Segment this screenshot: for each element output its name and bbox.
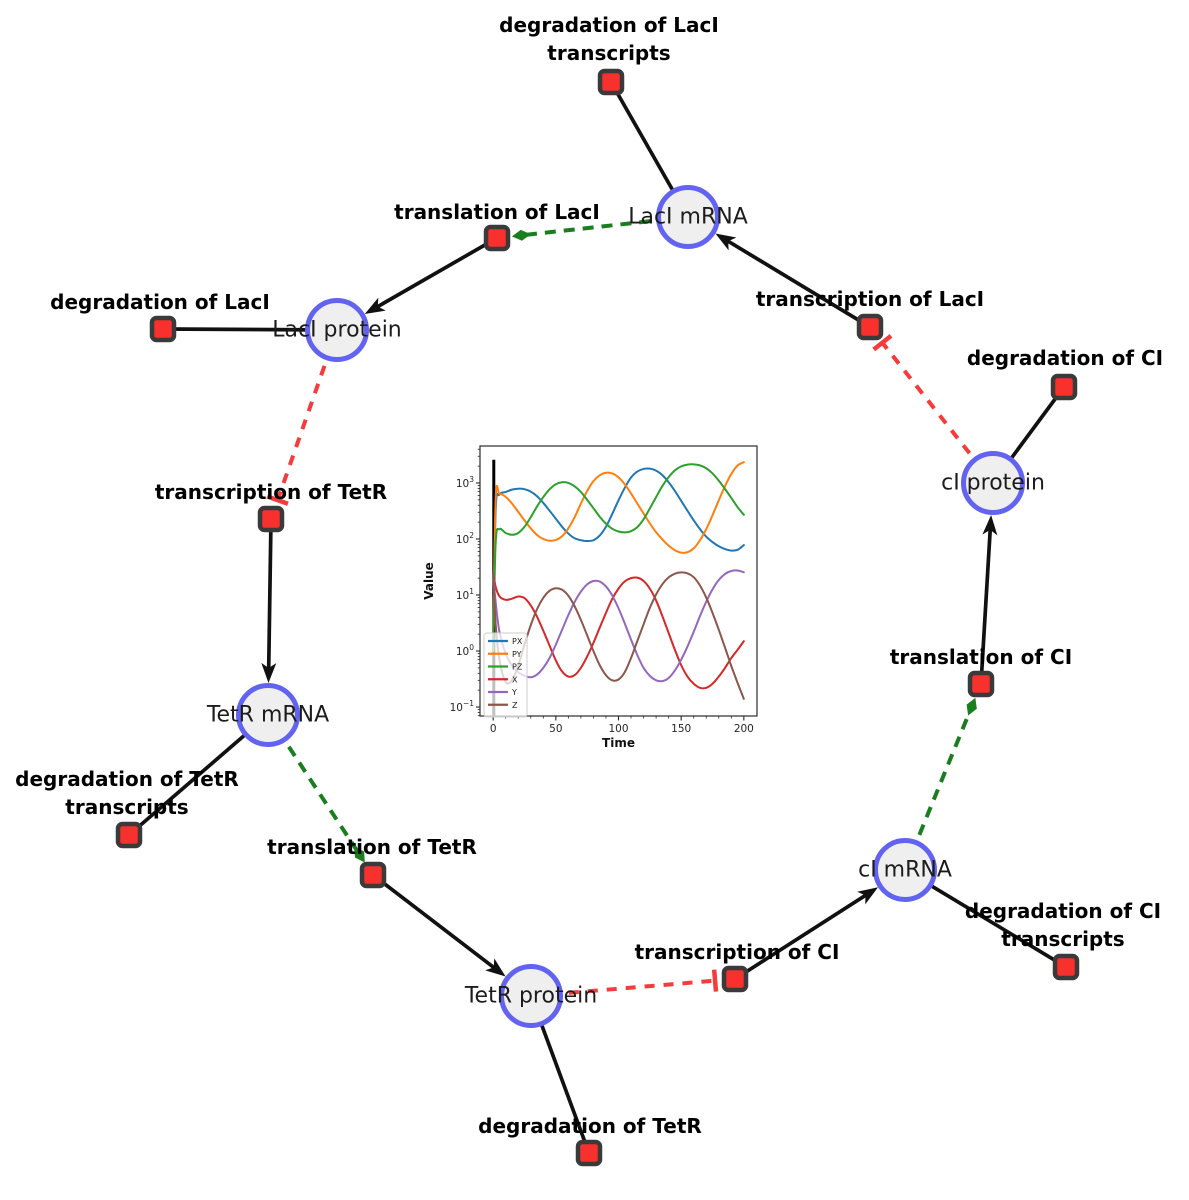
inhibition-tbar-icon — [872, 334, 893, 352]
series-X — [492, 571, 745, 690]
series-PZ — [492, 463, 745, 653]
reaction-node-deg-laci-transcripts — [597, 68, 625, 96]
reaction-node-deg-ci-transcripts — [1052, 953, 1080, 981]
species-label-ci-protein: cI protein — [941, 471, 1045, 496]
chart-frame — [479, 445, 758, 717]
species-node-tetr-protein — [499, 964, 563, 1028]
reaction-node-deg-laci — [149, 315, 177, 343]
species-node-ci-mrna — [873, 838, 937, 902]
activation-arrowhead-icon — [511, 229, 531, 241]
species-label-laci-protein: LacI protein — [272, 318, 402, 343]
edge-translation-ci-ci-protein — [979, 514, 998, 685]
y-tick-label: 100 — [456, 643, 474, 658]
arrowhead-icon — [982, 514, 998, 536]
y-tick-label: 10−1 — [450, 699, 475, 714]
y-tick-label: 103 — [456, 475, 474, 490]
reaction-label-deg-laci: degradation of LacI — [50, 290, 270, 314]
inhibition-tbar-icon — [711, 969, 719, 992]
inset-chart: 0 50 100 150 20010−1100101102103TimeValuePXP… — [422, 445, 758, 750]
reaction-label-deg-laci-transcripts: degradation of LacI — [499, 13, 719, 37]
reaction-label-deg-tetr-transcripts: degradation of TetR — [15, 767, 239, 791]
reaction-node-deg-tetr-transcripts — [115, 821, 143, 849]
labels: degradation of LacI transcripts translatio… — [15, 13, 1163, 1138]
species-nodes — [236, 185, 1025, 1028]
legend-label-X: X — [512, 675, 518, 684]
reaction-label-translation-tetr: translation of TetR — [267, 835, 477, 859]
species-label-ci-mrna: cI mRNA — [858, 858, 952, 883]
arrowhead-icon — [857, 887, 879, 905]
reaction-label-deg-ci: degradation of CI — [967, 346, 1163, 370]
reaction-node-transcription-tetr — [257, 505, 285, 533]
reaction-node-translation-tetr — [359, 861, 387, 889]
x-tick-label: 150 — [671, 723, 691, 735]
reaction-node-translation-laci — [483, 224, 511, 252]
legend-label-PY: PY — [512, 650, 522, 659]
species-node-ci-protein — [961, 451, 1025, 515]
arrowhead-icon — [261, 662, 277, 683]
arrowhead-icon — [485, 958, 506, 977]
edge-ci-protein-transcription-laci — [872, 334, 995, 485]
x-axis-label: Time — [602, 736, 635, 750]
species-label-laci-mrna: LacI mRNA — [628, 205, 748, 230]
activation-arrowhead-icon — [354, 846, 365, 863]
x-tick-label: 200 — [734, 723, 754, 735]
reaction-label-translation-ci: translation of CI — [890, 645, 1072, 669]
activation-arrowhead-icon — [966, 697, 977, 716]
edge-tetr-protein-transcription-ci — [530, 969, 719, 998]
chart-legend: PX PY PZ XYZ — [483, 632, 528, 718]
series-PX — [492, 467, 745, 653]
species-node-laci-mrna — [656, 185, 720, 249]
species-node-tetr-mrna — [236, 683, 300, 747]
y-tick-label: 102 — [456, 531, 474, 546]
edge-translation-laci-laci-protein — [364, 236, 498, 315]
legend-label-PX: PX — [512, 637, 523, 646]
reaction-node-translation-ci — [967, 670, 995, 698]
x-tick-label: 100 — [608, 723, 628, 735]
reaction-label-deg-laci-transcripts: transcripts — [547, 41, 670, 65]
reaction-label-transcription-tetr: transcription of TetR — [155, 480, 387, 504]
edges — [127, 81, 1067, 1154]
x-tick-label: 50 — [549, 723, 562, 735]
legend-label-Z: Z — [512, 701, 518, 710]
edge-laci-protein-transcription-tetr — [266, 329, 339, 506]
legend-label-PZ: PZ — [512, 663, 523, 672]
edge-translation-tetr-tetr-protein — [371, 873, 506, 977]
reaction-label-deg-ci-transcripts: degradation of CI — [965, 899, 1161, 923]
arrowhead-icon — [364, 297, 386, 315]
inhibition-tbar-icon — [266, 494, 289, 506]
edge-transcription-laci-laci-mrna — [715, 233, 871, 329]
y-axis-label: Value — [422, 562, 436, 600]
series-Z — [492, 571, 745, 700]
edge-transcription-ci-ci-mrna — [734, 887, 879, 981]
reaction-nodes — [115, 68, 1080, 1167]
species-node-laci-protein — [305, 298, 369, 362]
reaction-node-transcription-laci — [856, 313, 884, 341]
reaction-label-deg-ci-transcripts: transcripts — [1001, 927, 1124, 951]
reaction-node-transcription-ci — [721, 965, 749, 993]
reaction-node-deg-tetr — [575, 1139, 603, 1167]
reaction-label-transcription-ci: transcription of CI — [635, 940, 840, 964]
reaction-label-transcription-laci: transcription of LacI — [756, 287, 984, 311]
species-label-tetr-mrna: TetR mRNA — [206, 703, 329, 728]
x-tick-label: 0 — [490, 723, 497, 735]
reaction-label-deg-tetr: degradation of TetR — [478, 1114, 702, 1138]
legend-label-Y: Y — [511, 688, 517, 697]
y-tick-label: 101 — [456, 587, 474, 602]
reaction-label-deg-tetr-transcripts: transcripts — [65, 795, 188, 819]
reaction-node-deg-ci — [1050, 373, 1078, 401]
reaction-label-translation-laci: translation of LacI — [394, 200, 600, 224]
arrowhead-icon — [715, 233, 737, 251]
species-label-tetr-protein: TetR protein — [464, 984, 597, 1009]
series-Y — [492, 569, 745, 683]
chart-series — [492, 461, 745, 700]
edge-transcription-tetr-tetr-mrna — [261, 518, 277, 683]
